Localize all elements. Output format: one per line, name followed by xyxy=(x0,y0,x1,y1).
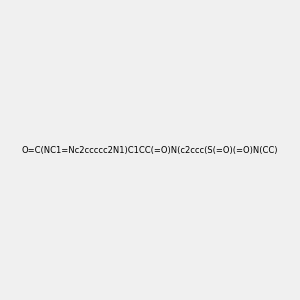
Text: O=C(NC1=Nc2ccccc2N1)C1CC(=O)N(c2ccc(S(=O)(=O)N(CC): O=C(NC1=Nc2ccccc2N1)C1CC(=O)N(c2ccc(S(=O… xyxy=(22,146,278,154)
